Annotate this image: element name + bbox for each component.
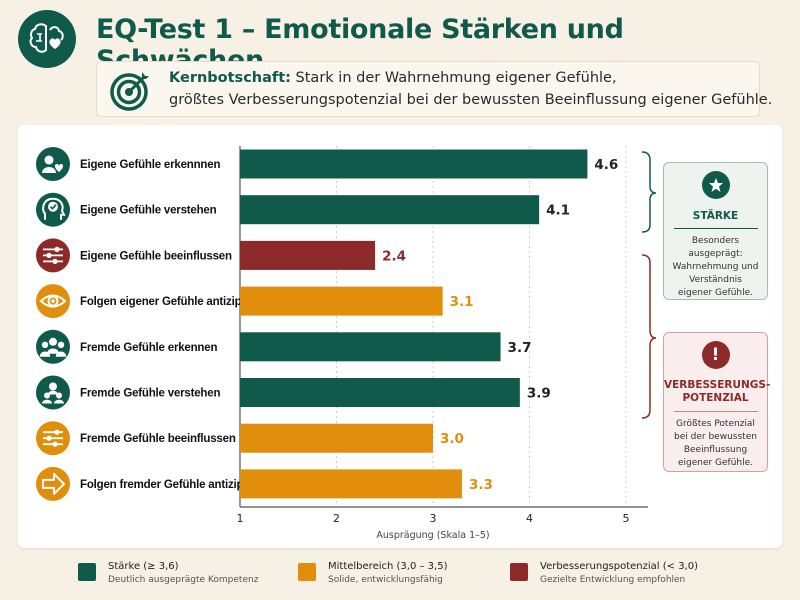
bar xyxy=(240,286,443,316)
people-icon xyxy=(42,382,64,404)
value-label: 3.3 xyxy=(469,477,493,493)
improvement-callout: ! VERBESSERUNGS-POTENZIAL Größtes Potenz… xyxy=(663,332,771,472)
arrow-right-icon xyxy=(42,472,65,495)
legend-label: Verbesserungspotenzial (< 3,0) xyxy=(540,561,698,572)
sliders-icon xyxy=(43,246,63,264)
category-label: Eigene Gefühle beeinflussen xyxy=(80,250,232,262)
divider xyxy=(673,411,758,412)
bar xyxy=(240,240,376,270)
x-axis-label: Ausprägung (Skala 1–5) xyxy=(376,530,489,541)
legend-label: Stärke (≥ 3,6) xyxy=(108,561,179,572)
bar xyxy=(240,195,540,225)
strength-callout: STÄRKE Besonders ausgeprägt: Wahrnehmung… xyxy=(663,162,768,300)
bar xyxy=(240,332,501,362)
brain-heart-icon xyxy=(18,10,76,68)
legend-item-mid: Mittelbereich (3,0 – 3,5) Solide, entwic… xyxy=(298,560,518,592)
eye-icon xyxy=(39,294,67,308)
improvement-callout-text: Größtes Potenzial bei der bewussten Beei… xyxy=(674,419,757,468)
bar xyxy=(240,469,462,499)
row-icon-circle xyxy=(36,147,70,181)
legend-swatch-improve xyxy=(510,563,528,581)
face-heart-icon xyxy=(42,155,64,173)
value-label: 3.9 xyxy=(527,386,551,402)
value-label: 3.7 xyxy=(508,340,532,356)
category-label: Fremde Gefühle beeinflussen xyxy=(80,433,236,445)
strength-callout-text: Besonders ausgeprägt: Wahrnehmung und Ve… xyxy=(672,236,759,298)
bar xyxy=(240,378,520,407)
row-icon-circle xyxy=(36,466,70,501)
star-icon xyxy=(701,171,730,199)
value-label: 4.6 xyxy=(594,157,618,173)
category-label: Folgen eigener Gefühle antizipieren xyxy=(80,296,268,308)
key-message: Kernbotschaft: Stark in der Wahrnehmung … xyxy=(96,61,772,117)
message-label: Kernbotschaft: xyxy=(169,70,291,86)
x-tick-label: 3 xyxy=(430,512,437,525)
legend-sub: Gezielte Entwicklung empfohlen xyxy=(540,575,686,585)
message-text-1: Stark in der Wahrnehmung eigener Gefühle… xyxy=(295,70,617,86)
improvement-callout-title: VERBESSERUNGS-POTENZIAL xyxy=(664,379,771,404)
strength-bracket xyxy=(641,151,657,233)
category-label: Eigene Gefühle erkennnen xyxy=(80,159,220,171)
category-label: Fremde Gefühle verstehen xyxy=(80,388,220,400)
target-icon xyxy=(110,72,149,111)
category-label: Fremde Gefühle erkennen xyxy=(80,342,217,354)
category-label: Folgen fremder Gefühle antizipieren xyxy=(80,479,270,491)
x-tick-label: 4 xyxy=(526,512,533,525)
improvement-bracket xyxy=(641,254,657,419)
legend-sub: Solide, entwicklungsfähig xyxy=(328,575,443,585)
legend-swatch-strength xyxy=(78,563,96,581)
x-tick-label: 1 xyxy=(237,512,244,525)
head-check-icon xyxy=(42,197,66,220)
group-icon xyxy=(39,337,67,357)
divider xyxy=(673,228,758,229)
bar xyxy=(240,423,433,453)
legend-item-strength: Stärke (≥ 3,6) Deutlich ausgeprägte Komp… xyxy=(78,560,298,592)
sliders-icon xyxy=(43,429,63,447)
strength-callout-title: STÄRKE xyxy=(692,210,739,222)
x-tick-label: 2 xyxy=(333,512,340,525)
value-label: 3.0 xyxy=(440,431,464,447)
x-tick-label: 5 xyxy=(623,512,630,525)
value-label: 3.1 xyxy=(450,294,474,310)
value-label: 2.4 xyxy=(382,248,406,264)
row-icon-circle xyxy=(36,329,70,364)
message-line-1: Kernbotschaft: Stark in der Wahrnehmung … xyxy=(169,70,617,86)
message-line-2: größtes Verbesserungspotenzial bei der b… xyxy=(169,92,773,108)
legend-label: Mittelbereich (3,0 – 3,5) xyxy=(328,561,448,572)
legend-swatch-mid xyxy=(298,563,316,581)
legend-item-improve: Verbesserungspotenzial (< 3,0) Gezielte … xyxy=(510,560,760,592)
exclamation-icon: ! xyxy=(701,341,730,369)
category-label: Eigene Gefühle verstehen xyxy=(80,205,217,217)
value-label: 4.1 xyxy=(546,203,570,219)
bar xyxy=(240,149,588,179)
legend-sub: Deutlich ausgeprägte Kompetenz xyxy=(108,575,259,585)
